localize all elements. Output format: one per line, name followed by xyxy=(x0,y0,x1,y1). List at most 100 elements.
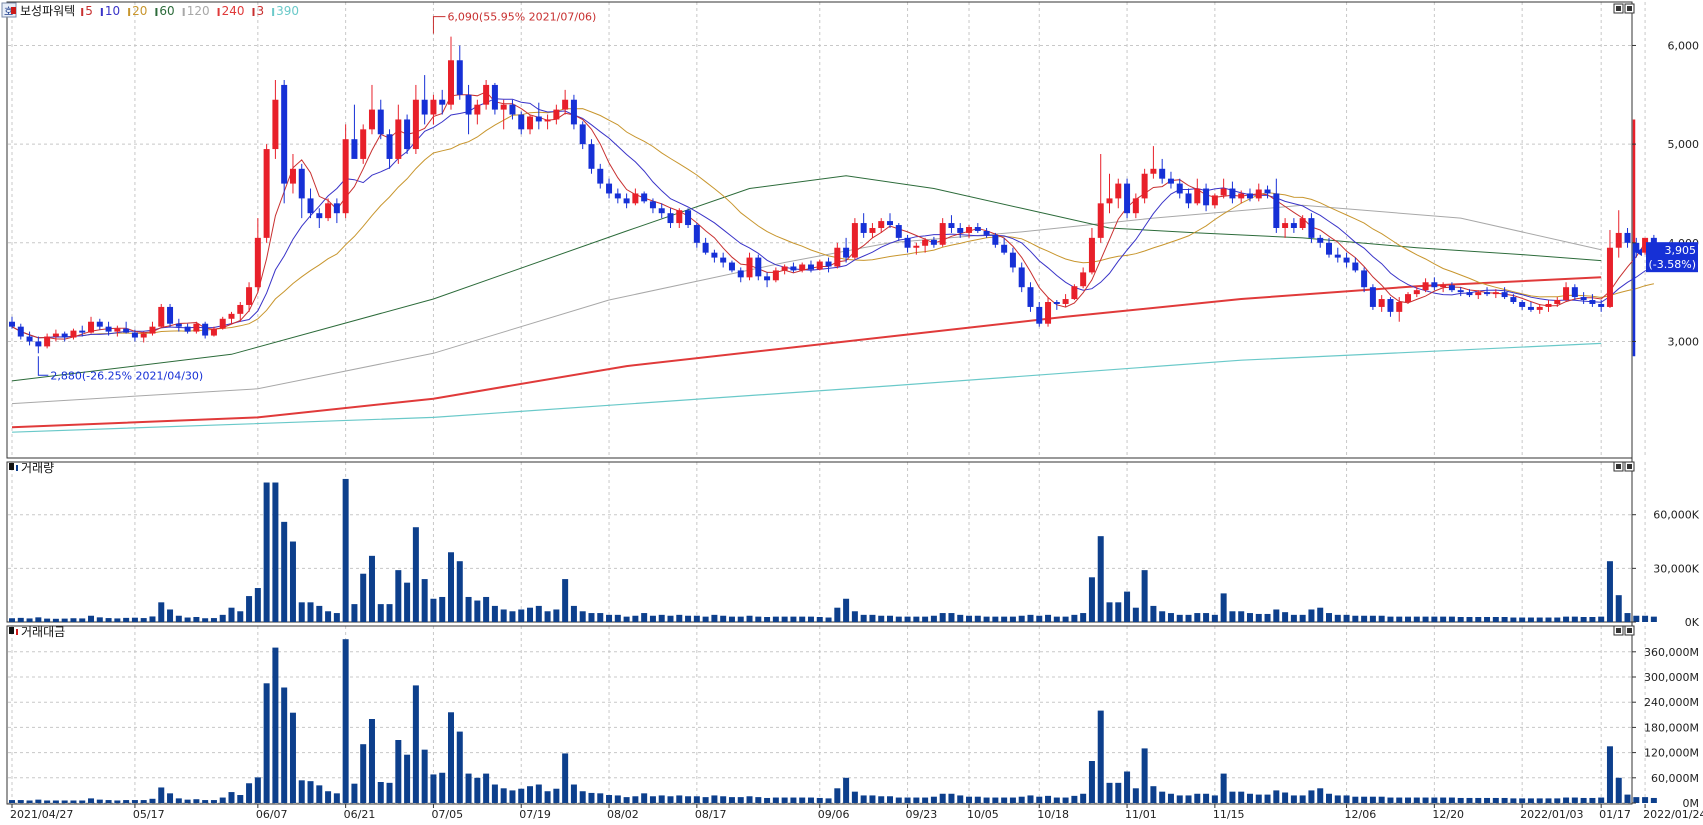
candle-body xyxy=(1124,183,1131,214)
candle-body xyxy=(254,237,261,288)
volume-bar xyxy=(1299,614,1306,622)
volume-bar xyxy=(105,618,112,622)
value-bar xyxy=(1378,796,1385,803)
candle-body xyxy=(860,223,867,233)
value-bar xyxy=(1132,788,1139,803)
volume-bar xyxy=(1334,614,1341,622)
volume-bar xyxy=(325,611,332,622)
value-bar xyxy=(167,793,174,803)
value-tick-label: 300,000M xyxy=(1644,671,1699,684)
value-bar xyxy=(948,793,955,803)
legend-label: 60 xyxy=(159,4,174,18)
value-bar xyxy=(1203,793,1210,803)
volume-bar xyxy=(1527,617,1534,622)
volume-bar xyxy=(263,482,270,622)
candle-body xyxy=(114,328,121,332)
candle-body xyxy=(193,323,200,332)
candle-body xyxy=(1396,302,1403,312)
volume-bar xyxy=(184,617,191,622)
volume-bar xyxy=(1194,613,1201,622)
volume-bar xyxy=(562,579,569,622)
value-bar xyxy=(641,793,648,803)
current-price-tag: 3,905 (-3.58%) xyxy=(1636,242,1698,273)
volume-bar xyxy=(500,609,507,622)
x-tick-label: 07/19 xyxy=(519,808,551,821)
volume-bar xyxy=(1361,615,1368,622)
volume-bar xyxy=(1088,577,1095,622)
candle-body xyxy=(412,99,419,150)
volume-bar xyxy=(228,607,235,622)
candle-body xyxy=(825,261,832,267)
candle-body xyxy=(377,109,384,135)
candle-body xyxy=(1273,193,1280,228)
candle-body xyxy=(649,201,656,209)
legend-swatch xyxy=(272,8,275,16)
value-bar xyxy=(1062,797,1069,803)
value-bar xyxy=(1343,795,1350,803)
value-bar xyxy=(860,795,867,803)
candle-body xyxy=(1246,193,1253,199)
candle-body xyxy=(922,239,929,246)
candle-body xyxy=(887,221,893,226)
volume-bar xyxy=(930,615,937,622)
value-bar xyxy=(377,782,384,803)
candle-body xyxy=(210,328,217,336)
value-bar xyxy=(544,791,551,803)
candle-body xyxy=(1589,300,1596,304)
candle-body xyxy=(228,313,235,319)
volume-bar xyxy=(246,596,253,622)
value-bar xyxy=(1475,797,1482,803)
legend-ma-items: 5 10 20 60 120 240 3 390 xyxy=(81,4,299,18)
legend-label: 20 xyxy=(132,4,147,18)
volume-bar xyxy=(922,616,929,622)
value-panel-title: 거래대금 xyxy=(21,625,65,639)
value-bar xyxy=(755,797,762,803)
volume-bar xyxy=(96,617,103,622)
corner-button-label[interactable]: 호 xyxy=(4,6,13,18)
volume-bar xyxy=(772,616,779,622)
volume-bar xyxy=(1448,616,1455,622)
candle-body xyxy=(70,330,77,338)
candle-body xyxy=(527,116,534,130)
candle-body xyxy=(96,321,103,327)
value-panel-close-glyph xyxy=(1627,628,1632,633)
value-bar xyxy=(1554,798,1561,803)
candle-body xyxy=(930,239,937,245)
volume-bar xyxy=(1571,616,1578,622)
candle-body xyxy=(790,266,797,271)
value-bar xyxy=(983,797,990,803)
candle-body xyxy=(1238,193,1245,199)
volume-bar xyxy=(79,618,86,622)
volume-bar xyxy=(518,609,525,622)
candle-body xyxy=(246,287,253,305)
candle-body xyxy=(1009,252,1016,268)
candle-body xyxy=(1378,299,1385,307)
value-bar xyxy=(35,799,42,803)
value-bar xyxy=(764,797,771,803)
ma20-line xyxy=(11,108,1655,339)
volume-bar xyxy=(474,600,481,622)
candle-body xyxy=(149,326,156,334)
candle-body xyxy=(676,210,683,224)
high-annotation-text: 6,090(55.95% 2021/07/06) xyxy=(447,11,596,24)
candle-body xyxy=(88,321,95,333)
candle-body xyxy=(1071,286,1078,300)
candle-body xyxy=(878,221,885,228)
volume-bar xyxy=(114,618,121,622)
value-bar xyxy=(1299,795,1306,803)
candle-body xyxy=(175,323,182,327)
value-bar xyxy=(1545,798,1552,803)
value-bar xyxy=(140,800,147,803)
volume-bar xyxy=(491,605,498,622)
candle-body xyxy=(641,193,648,202)
candle-body xyxy=(658,208,665,214)
candle-body xyxy=(316,213,323,219)
candle-body xyxy=(202,323,209,336)
candle-body xyxy=(1290,223,1297,228)
legend-swatch xyxy=(100,8,103,16)
volume-bar xyxy=(904,616,911,622)
candle-body xyxy=(693,225,700,243)
candle-body xyxy=(386,134,393,159)
volume-bar xyxy=(966,615,973,622)
